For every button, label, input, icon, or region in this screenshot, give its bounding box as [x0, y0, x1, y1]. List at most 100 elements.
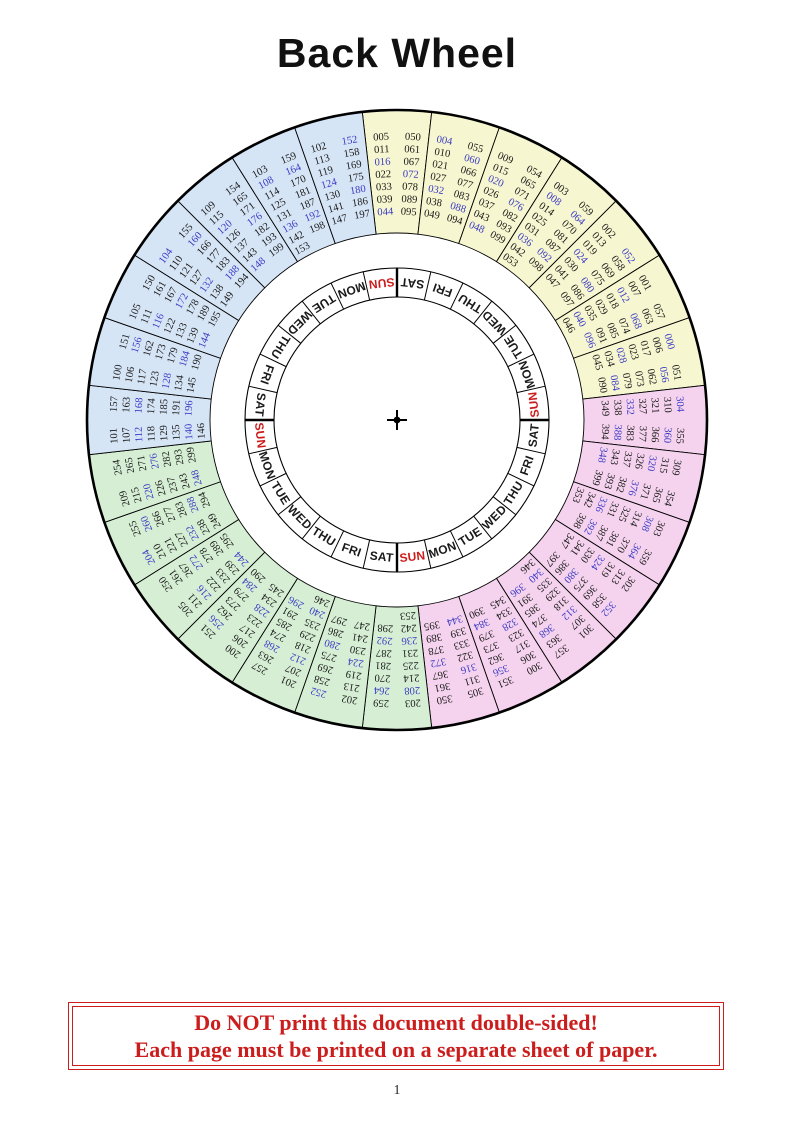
wheel-number: 399 [589, 468, 604, 486]
wheel-number: 190 [190, 353, 205, 371]
wheel-number: 140 [183, 423, 195, 439]
wheel-number: 112 [134, 426, 146, 442]
wheel-number: 072 [403, 169, 419, 181]
wheel-number: 151 [118, 333, 133, 351]
wheel-number: 320 [644, 454, 658, 472]
wheel-number: 208 [404, 684, 420, 696]
sector-14-green: 2032082142252312362422532592642702812872… [361, 605, 433, 731]
day-label: SUN [368, 275, 395, 292]
wheel-number: 383 [624, 425, 636, 441]
wheel-number: 180 [349, 184, 367, 198]
day-label: SUN [525, 391, 542, 418]
wheel-number: 078 [402, 182, 418, 194]
sector-17-green: 2002062172232282342452512562622732792842… [177, 551, 299, 684]
day-label: FRI [257, 363, 277, 386]
wheel-number: 129 [159, 425, 171, 441]
wheel-number: 196 [183, 400, 195, 416]
wheel-number: 203 [405, 697, 421, 709]
wheel-number: 248 [190, 468, 205, 486]
wheel-number: 348 [595, 446, 609, 464]
wheel-number: 111 [139, 307, 155, 325]
wheel-number: 389 [425, 631, 443, 645]
wheel-number: 106 [124, 366, 138, 384]
wheel-number: 220 [142, 482, 157, 500]
wheel-number: 088 [449, 201, 467, 216]
back-wheel-svg: 0050110160220330390440500610670720780890… [85, 108, 709, 732]
wheel-number: 338 [611, 399, 623, 415]
wheel-number: 230 [349, 643, 367, 657]
wheel-number: 343 [608, 448, 622, 466]
day-label: FRI [340, 540, 363, 560]
wheel-number: 032 [427, 184, 445, 198]
wheel-number: 146 [196, 423, 208, 439]
sector-11-pink: 3013073123183293353403463573633683743853… [495, 551, 617, 684]
wheel-number: 258 [313, 672, 331, 687]
wheel-number: 169 [345, 159, 363, 173]
wheel-number: 157 [109, 396, 121, 412]
wheel-number: 304 [674, 396, 686, 413]
sector-12-pink: 3003063173233283343453513563623733793843… [458, 577, 563, 714]
wheel-number: 045 [589, 353, 604, 371]
day-label: SAT [252, 392, 269, 418]
wheel-number: 309 [669, 459, 683, 477]
wheel-number: 067 [403, 157, 419, 169]
wheel-number: 119 [317, 165, 335, 180]
wheel-number: 016 [374, 157, 390, 169]
wheel-number: 337 [620, 450, 634, 468]
wheel-number: 326 [632, 452, 646, 470]
wheel-number: 270 [374, 672, 390, 684]
wheel-number: 237 [166, 475, 181, 493]
wheel-number: 004 [436, 134, 454, 148]
wheel-number: 321 [649, 397, 661, 413]
wheel-number: 116 [151, 312, 167, 331]
day-label: SAT [525, 422, 542, 448]
wheel-number: 393 [601, 472, 616, 490]
wheel-number: 134 [173, 374, 187, 392]
wheel-number: 191 [171, 399, 183, 415]
wheel-number: 282 [161, 450, 175, 468]
warning-line-2: Each page must be printed on a separate … [134, 1037, 658, 1062]
wheel-number: 090 [595, 376, 609, 394]
wheel-number: 305 [466, 684, 484, 699]
wheel-number: 355 [674, 428, 686, 444]
outer-circle [85, 108, 709, 732]
wheel-number: 372 [429, 655, 447, 669]
wheel-number: 152 [341, 134, 359, 148]
wheel-number: 219 [345, 667, 363, 681]
wheel-number: 247 [353, 618, 371, 632]
wheel-number: 339 [449, 624, 467, 639]
wheel-number: 174 [146, 397, 158, 414]
wheel-number: 162 [142, 339, 157, 357]
wheel-number: 156 [130, 336, 145, 354]
warning-box-inner: Do NOT print this document double-sided!… [72, 1006, 720, 1066]
wheel-number: 084 [608, 374, 622, 392]
wheel-number: 209 [118, 489, 133, 507]
wheel-number: 224 [346, 655, 364, 669]
center-mark [387, 410, 407, 430]
wheel-number: 005 [373, 132, 389, 144]
wheel-number: 225 [403, 659, 419, 671]
wheel-number: 360 [661, 427, 673, 443]
wheel-number: 265 [124, 457, 138, 475]
wheel-number: 316 [459, 660, 477, 675]
wheel-number: 022 [375, 169, 391, 181]
wheel-number: 269 [316, 660, 334, 675]
wheel-number: 231 [402, 647, 418, 659]
wheel-number: 332 [624, 399, 636, 415]
wheel-number: 287 [376, 647, 392, 659]
wheel-number: 158 [343, 147, 361, 161]
wheel-number: 298 [377, 622, 393, 634]
wheel-number: 145 [185, 376, 199, 394]
wheel-number: 049 [423, 208, 441, 222]
wheel-number: 100 [111, 364, 125, 382]
page-number: 1 [393, 1082, 401, 1097]
wheel-number: 060 [463, 153, 481, 168]
wheel-number: 367 [431, 667, 449, 681]
wheel-number: 028 [613, 346, 628, 364]
wheel-number: 168 [134, 397, 146, 413]
wheel-number: 226 [154, 479, 169, 497]
wheel-number: 253 [400, 609, 416, 621]
